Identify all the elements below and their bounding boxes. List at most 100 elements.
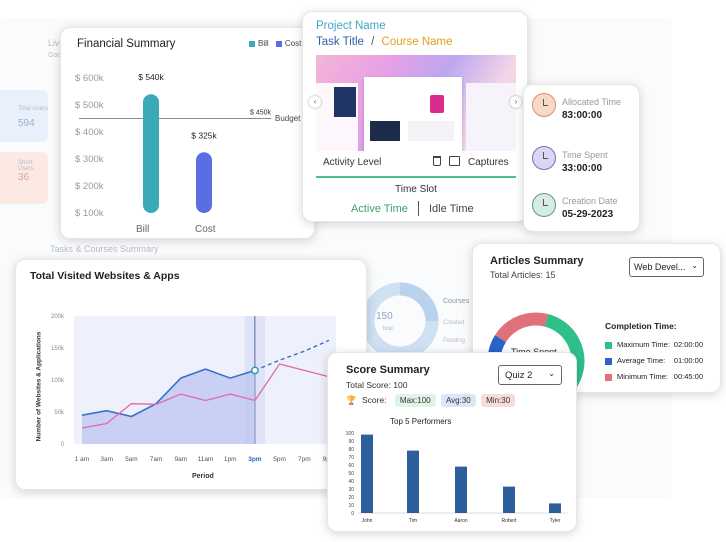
idle-time[interactable]: Idle Time: [429, 203, 474, 215]
score-y-tick: 90: [348, 439, 354, 445]
trash-icon[interactable]: [433, 156, 441, 166]
time-slot: Time Slot: [395, 184, 437, 195]
score-total: Total Score: 100: [346, 380, 408, 390]
fin-y-tick: $ 400k: [75, 127, 104, 138]
creation-date-value: 05-29-2023: [562, 209, 614, 220]
budget-value: $ 450k: [250, 110, 272, 117]
score-min-pill: Min:30: [481, 394, 516, 407]
bg-courses-row2: Pending: [443, 338, 466, 344]
visited-y-tick: 0: [61, 442, 65, 448]
score-y-tick: 70: [348, 455, 354, 461]
bg-donut-sub: Total: [382, 326, 393, 332]
visited-x-tick: 9am: [174, 456, 187, 463]
score-max-pill: Max:100: [394, 394, 436, 407]
breadcrumb: Task Title / Course Name: [316, 36, 453, 48]
bg-tasks-label: Tasks & Courses Summary: [50, 244, 159, 254]
performer-name: John: [362, 518, 373, 524]
visited-websites-chart: 200k 150k 100k 50k 0 1 am 3am 5am 7am 9am 11am 1pm 3…: [51, 314, 336, 463]
image-icon[interactable]: [449, 156, 460, 166]
thumb-dark-block: [334, 87, 356, 117]
articles-dropdown[interactable]: Web Devel... ⌄: [629, 257, 704, 277]
financial-summary-title: Financial Summary: [77, 38, 176, 50]
project-name[interactable]: Project Name: [316, 20, 386, 32]
thumb-panel-right: [466, 83, 516, 151]
completion-row-min: Minimum Time: 00:45:00: [605, 372, 715, 381]
fin-y-tick: $ 300k: [75, 154, 104, 165]
performer-name: Tim: [409, 518, 417, 524]
score-y-tick: 30: [348, 487, 354, 493]
visited-y-tick: 200k: [51, 314, 65, 320]
quiz-dropdown-value: Quiz 2: [505, 370, 533, 381]
bg-top-label: Liv: [48, 38, 60, 48]
clock-icon: [532, 93, 556, 117]
captures-label[interactable]: Captures: [468, 157, 509, 168]
bg-stat-users: Total Users 594: [0, 90, 48, 142]
score-y-tick: 0: [351, 511, 354, 517]
completion-row-avg: Average Time: 01:00:00: [605, 356, 715, 365]
allocated-time-row: Allocated Time 83:00:00: [524, 93, 641, 127]
top-performers-title: Top 5 Performers: [390, 417, 452, 426]
breadcrumb-separator: /: [371, 36, 375, 48]
cost-bar-label: Cost: [195, 224, 216, 235]
next-arrow-icon[interactable]: ›: [510, 96, 522, 108]
performer-name: Aaron: [454, 518, 468, 524]
bg-stat-short: Short Users 36: [0, 152, 48, 204]
series-1-forecast-line: [254, 339, 330, 372]
series-2-line: [81, 363, 330, 429]
performer-bar: [361, 434, 373, 513]
avg-label: Average Time:: [617, 356, 666, 365]
max-label: Maximum Time:: [617, 340, 670, 349]
time-info-card: Allocated Time 83:00:00 Time Spent 33:00…: [523, 84, 640, 232]
visited-x-tick: 1 am: [75, 456, 89, 463]
chevron-down-icon: ⌄: [548, 369, 555, 378]
fin-y-tick: $ 200k: [75, 181, 104, 192]
time-divider: [418, 201, 419, 216]
bg-stat1-value: 594: [18, 118, 35, 129]
thumb-chart-tile: [370, 121, 400, 141]
chevron-down-icon: ⌄: [691, 261, 698, 270]
performer-name: Robert: [501, 518, 517, 524]
legend-cost-swatch: [275, 40, 282, 47]
visited-websites-card: Total Visited Websites & Apps 200k 150k 10…: [15, 259, 367, 490]
highlight-point: [250, 366, 259, 375]
fin-bar-value: $ 325k: [191, 130, 217, 140]
score-y-tick: 80: [348, 447, 354, 453]
score-y-tick: 40: [348, 479, 354, 485]
legend-bill-swatch: [249, 40, 255, 47]
quiz-dropdown[interactable]: Quiz 2 ⌄: [498, 365, 562, 385]
series-1-line: [81, 368, 256, 418]
series-1-area: [82, 369, 255, 444]
fin-y-tick: $ 600k: [75, 73, 104, 84]
prev-arrow-icon[interactable]: ‹: [309, 96, 321, 108]
task-title[interactable]: Task Title: [316, 36, 364, 48]
min-value: 00:45:00: [673, 372, 703, 381]
performer-name: Tyler: [550, 518, 561, 524]
min-swatch: [605, 373, 612, 381]
score-row: 🏆 Score: Max:100 Avg:30 Min:30: [346, 394, 516, 407]
legend-cost-label: Cost: [284, 39, 302, 48]
articles-summary-card: Articles Summary Total Articles: 15 Web …: [472, 243, 721, 394]
trophy-icon: 🏆: [346, 395, 357, 405]
legend-bill-label: Bill: [258, 39, 269, 48]
visited-ylabel: Number of Websites & Applications: [35, 331, 43, 442]
visited-y-tick: 150k: [51, 346, 65, 352]
bg-stat2-label: Short Users: [18, 160, 34, 172]
active-time[interactable]: Active Time: [351, 203, 408, 215]
thumbnail-footer: Activity Level Captures: [316, 151, 516, 178]
creation-date-row: Creation Date 05-29-2023: [524, 193, 641, 227]
articles-dropdown-value: Web Devel...: [634, 262, 686, 272]
max-swatch: [605, 341, 612, 349]
course-name[interactable]: Course Name: [381, 36, 453, 48]
completion-row-max: Maximum Time: 02:00:00: [605, 340, 715, 349]
top-performers-chart: 0 10 20 30 40 50 60 70 80 90 100 John Tim Aaron Robert…: [346, 431, 568, 524]
completion-title: Completion Time:: [605, 321, 677, 331]
bill-bar-label: Bill: [136, 224, 150, 235]
fin-y-tick: $ 100k: [75, 208, 104, 219]
fin-bar-cost: [196, 152, 212, 213]
score-label: Score:: [361, 395, 387, 405]
score-title: Score Summary: [346, 364, 430, 376]
financial-summary-card: Financial Summary Bill Cost $ 600k $ 500k…: [60, 27, 315, 239]
screenshot-thumbnail[interactable]: [316, 55, 516, 151]
fin-bar-value: $ 540k: [138, 72, 164, 82]
visited-y-tick: 50k: [54, 410, 65, 416]
